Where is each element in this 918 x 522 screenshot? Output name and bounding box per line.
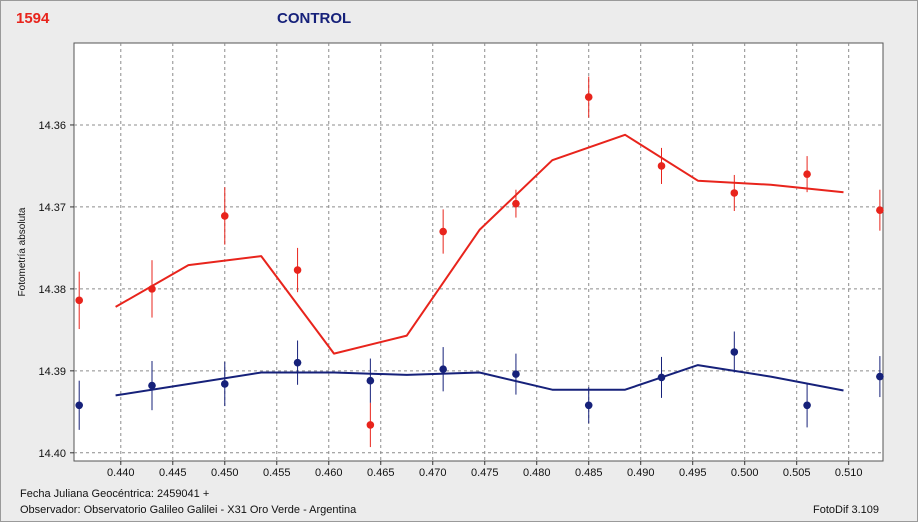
y-tick-label: 14.36 (38, 120, 66, 132)
data-point (439, 227, 447, 236)
trend-line-red (115, 133, 844, 355)
data-point (439, 365, 447, 374)
x-tick-label: 0.490 (627, 467, 655, 479)
x-tick-label: 0.450 (211, 467, 239, 479)
software-version-label: FotoDif 3.109 (813, 504, 880, 516)
data-point (657, 162, 666, 170)
data-point (730, 348, 739, 356)
data-point (293, 358, 302, 367)
data-point (75, 296, 83, 305)
x-tick-label: 0.445 (159, 467, 187, 479)
plot-area (73, 42, 884, 462)
data-point (584, 401, 593, 410)
data-point (366, 376, 375, 385)
x-tick-label: 0.440 (107, 467, 135, 479)
x-tick-label: 0.480 (523, 467, 551, 479)
data-point (657, 373, 666, 382)
x-tick-label: 0.465 (367, 467, 395, 479)
data-point (148, 285, 156, 293)
y-axis-label: Fotometría absoluta (17, 207, 28, 296)
observer-label: Observador: Observatorio Galileo Galilei… (20, 504, 357, 516)
y-tick-label: 14.38 (38, 284, 66, 296)
data-point (876, 206, 884, 214)
trend-line-blue (115, 364, 844, 397)
x-tick-label: 0.475 (471, 467, 499, 479)
x-tick-label: 0.455 (263, 467, 291, 479)
data-point (876, 372, 884, 381)
data-point (730, 189, 739, 197)
data-point (512, 199, 520, 208)
data-point (220, 380, 229, 388)
y-tick-label: 14.37 (38, 202, 66, 214)
data-point (584, 93, 593, 101)
data-point (75, 401, 83, 410)
data-point (366, 421, 375, 429)
data-point (148, 381, 156, 390)
data-point (803, 401, 811, 410)
x-tick-label: 0.470 (419, 467, 447, 479)
x-tick-label: 0.500 (731, 467, 759, 479)
data-point (293, 266, 302, 274)
y-tick-label: 14.39 (38, 366, 66, 378)
x-tick-label: 0.505 (783, 467, 811, 479)
data-point (803, 170, 811, 178)
chart-title: CONTROL (277, 10, 352, 27)
y-tick-label: 14.40 (38, 448, 66, 460)
star-id-label: 1594 (16, 10, 50, 27)
data-point (220, 212, 229, 220)
x-tick-label: 0.495 (679, 467, 707, 479)
data-point (512, 370, 520, 378)
x-tick-label: 0.485 (575, 467, 603, 479)
x-tick-label: 0.460 (315, 467, 343, 479)
julian-date-label: Fecha Juliana Geocéntrica: 2459041 + (20, 488, 210, 500)
x-tick-label: 0.510 (835, 467, 863, 479)
